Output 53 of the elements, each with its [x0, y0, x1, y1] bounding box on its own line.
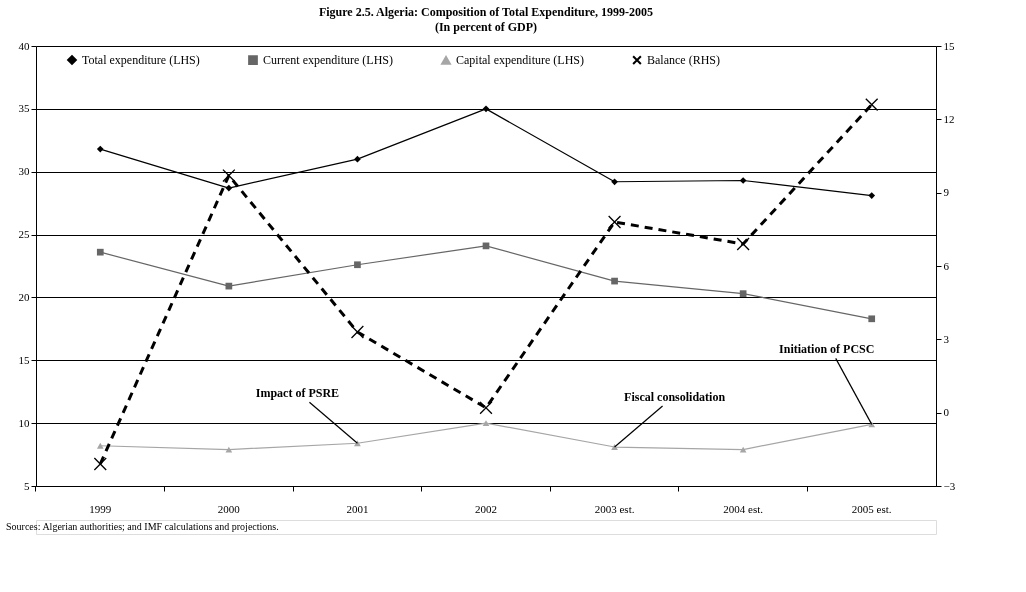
point [611, 277, 618, 285]
y2-tick-label: 3 [943, 332, 950, 345]
point [96, 442, 104, 449]
legend-label: Total expenditure (LHS) [82, 53, 200, 68]
x-tick-label: 2003 est. [594, 502, 635, 515]
point [225, 184, 233, 192]
chart-subtitle: (In percent of GDP) [434, 20, 538, 34]
annotation: Initiation of PCSC [779, 342, 875, 357]
y2-tick-label: 12 [943, 112, 955, 125]
annotation: Fiscal consolidation [624, 390, 726, 405]
y-tick-label: 40 [18, 39, 30, 52]
point [479, 401, 493, 415]
y2-tick-label: 9 [943, 186, 950, 199]
point [222, 168, 236, 183]
point [482, 105, 490, 113]
y-tick-label: 35 [18, 102, 30, 115]
point [865, 98, 879, 112]
point [611, 444, 618, 450]
point [868, 315, 876, 323]
x-tick-label: 1999 [89, 502, 112, 515]
chart-title: Figure 2.5. Algeria: Composition of Total Expenditure, 1999-2005 [318, 5, 654, 19]
y2-tick-label: 6 [943, 259, 950, 272]
point [354, 261, 361, 269]
y-tick-label: 10 [18, 416, 30, 429]
y-tick-label: 5 [24, 479, 30, 492]
point [354, 155, 361, 163]
point [482, 420, 490, 427]
y2-tick-label: −3 [943, 479, 956, 492]
point [736, 237, 750, 251]
y-tick-label: 15 [18, 353, 30, 366]
x-tick-label: 2001 [346, 502, 369, 515]
y-tick-label: 30 [18, 165, 30, 178]
y-tick-label: 20 [18, 290, 30, 303]
point [608, 215, 622, 229]
point [93, 457, 107, 471]
point [868, 192, 876, 199]
y2-tick-label: 15 [943, 39, 955, 52]
point [350, 325, 364, 339]
x-tick-label: 2000 [217, 502, 241, 515]
legend-label: Balance (RHS) [647, 53, 720, 68]
point [96, 248, 104, 256]
y2-tick-label: 0 [943, 406, 950, 419]
x-tick-label: 2004 est. [723, 502, 764, 515]
legend-label: Current expenditure (LHS) [263, 53, 393, 68]
point [96, 145, 104, 153]
x-tick-label: 2005 est. [851, 502, 892, 515]
point [739, 290, 747, 298]
point [611, 178, 618, 186]
source-note: Sources: Algerian authorities; and IMF calculations and projections. [6, 521, 279, 532]
legend-label: Capital expenditure (LHS) [456, 53, 584, 68]
annotation: Impact of PSRE [255, 386, 340, 401]
y-tick-label: 25 [18, 228, 30, 241]
x-tick-label: 2002 [475, 502, 497, 515]
